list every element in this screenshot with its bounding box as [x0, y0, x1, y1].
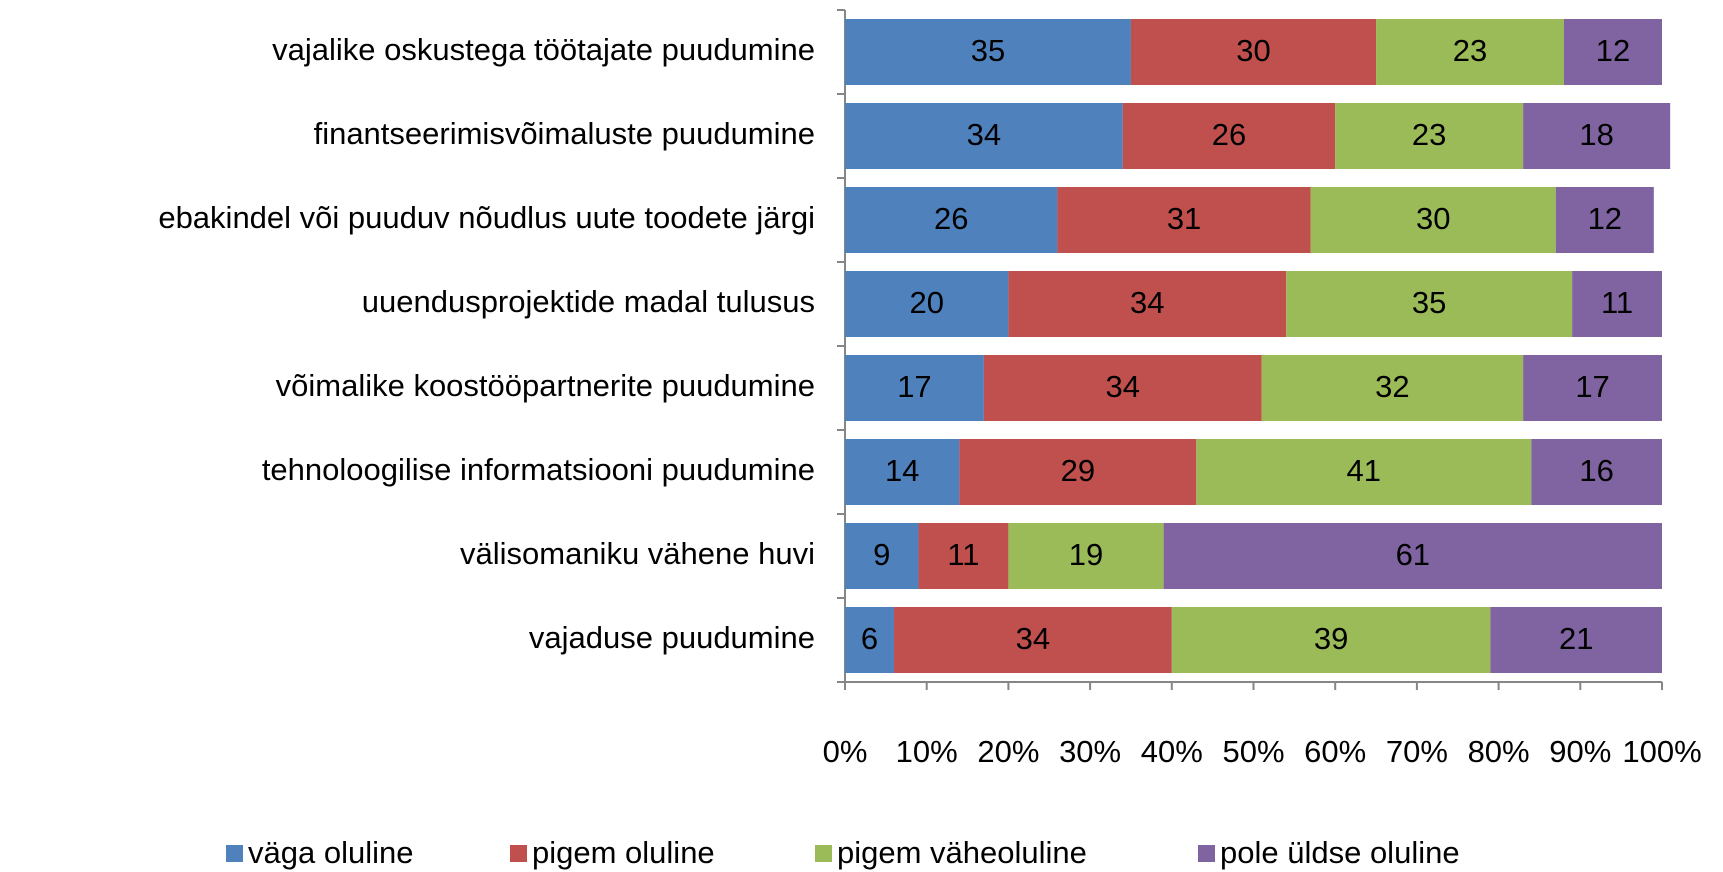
legend-swatch [1198, 845, 1215, 862]
x-tick-label: 60% [1304, 734, 1366, 769]
bar-segment [1335, 103, 1524, 169]
data-label: 35 [1412, 285, 1446, 320]
data-label: 26 [1212, 117, 1246, 152]
x-tick-label: 100% [1622, 734, 1701, 769]
data-label: 35 [971, 33, 1005, 68]
data-label: 9 [873, 537, 890, 572]
bar-segment [1563, 19, 1662, 85]
bar-segment [1490, 607, 1662, 673]
x-tick-label: 20% [977, 734, 1039, 769]
data-label: 41 [1347, 453, 1381, 488]
data-label: 21 [1559, 621, 1593, 656]
bar-segment [845, 271, 1009, 337]
bar-segment [1008, 271, 1287, 337]
data-label: 61 [1396, 537, 1430, 572]
bar-segment [845, 607, 895, 673]
bar-segment [1122, 103, 1336, 169]
bar-segment [1310, 187, 1556, 253]
data-label: 30 [1416, 201, 1450, 236]
data-label: 32 [1375, 369, 1409, 404]
data-label: 34 [967, 117, 1001, 152]
legend-label: pole üldse oluline [1220, 835, 1460, 870]
data-label: 19 [1069, 537, 1103, 572]
x-tick-label: 0% [823, 734, 868, 769]
bar-segment [1057, 187, 1311, 253]
bar-segment [1130, 19, 1377, 85]
data-label: 14 [885, 453, 919, 488]
x-tick-label: 80% [1468, 734, 1530, 769]
category-label: võimalike koostööpartnerite puudumine [276, 368, 815, 403]
data-label: 34 [1106, 369, 1140, 404]
bar-segment [845, 187, 1058, 253]
category-label: välisomaniku vähene huvi [460, 536, 815, 571]
data-label: 29 [1061, 453, 1095, 488]
legend-swatch [510, 845, 527, 862]
category-label: vajaduse puudumine [529, 620, 815, 655]
category-label: tehnoloogilise informatsiooni puudumine [262, 452, 815, 487]
bar-segment [1523, 103, 1671, 169]
bar-segment [959, 439, 1197, 505]
x-tick-label: 10% [896, 734, 958, 769]
bar-segment [1531, 439, 1662, 505]
data-label: 20 [909, 285, 943, 320]
data-label: 12 [1596, 33, 1630, 68]
bar-segment [845, 19, 1131, 85]
legend-swatch [226, 845, 243, 862]
legend-label: pigem oluline [532, 835, 715, 870]
category-label: uuendusprojektide madal tulusus [362, 284, 815, 319]
bar-segment [1286, 271, 1573, 337]
bar-segment [1523, 355, 1662, 421]
data-label: 6 [861, 621, 878, 656]
x-tick-label: 40% [1141, 734, 1203, 769]
x-tick-label: 50% [1222, 734, 1284, 769]
bar-segment [1163, 523, 1662, 589]
data-label: 31 [1167, 201, 1201, 236]
bar-segment [983, 355, 1262, 421]
data-label: 26 [934, 201, 968, 236]
bar-segment [845, 103, 1123, 169]
data-label: 17 [1575, 369, 1609, 404]
bar-segment [845, 523, 919, 589]
data-label: 39 [1314, 621, 1348, 656]
category-label: ebakindel või puuduv nõudlus uute toodet… [158, 200, 815, 235]
data-label: 34 [1130, 285, 1164, 320]
bar-segment [1261, 355, 1524, 421]
x-tick-label: 30% [1059, 734, 1121, 769]
x-tick-label: 70% [1386, 734, 1448, 769]
legend-swatch [815, 845, 832, 862]
data-label: 12 [1588, 201, 1622, 236]
bar-segment [845, 439, 960, 505]
data-label: 18 [1579, 117, 1613, 152]
legend-label: pigem väheoluline [837, 835, 1087, 870]
data-label: 34 [1016, 621, 1050, 656]
bar-segment [845, 355, 984, 421]
data-label: 11 [1601, 285, 1633, 320]
bar-segment [1572, 271, 1662, 337]
data-label: 16 [1579, 453, 1613, 488]
data-label: 17 [897, 369, 931, 404]
data-label: 30 [1236, 33, 1270, 68]
category-label: vajalike oskustega töötajate puudumine [272, 32, 815, 67]
bar-segment [894, 607, 1172, 673]
bar-segment [1008, 523, 1164, 589]
bar-segment [1171, 607, 1491, 673]
bar-segment [1555, 187, 1654, 253]
legend-label: väga oluline [248, 835, 413, 870]
bar-segment [1196, 439, 1532, 505]
category-label: finantseerimisvõimaluste puudumine [314, 116, 815, 151]
bar-segment [918, 523, 1009, 589]
data-label: 11 [947, 537, 979, 572]
data-label: 23 [1453, 33, 1487, 68]
bar-segment [1376, 19, 1564, 85]
x-tick-label: 90% [1549, 734, 1611, 769]
data-label: 23 [1412, 117, 1446, 152]
